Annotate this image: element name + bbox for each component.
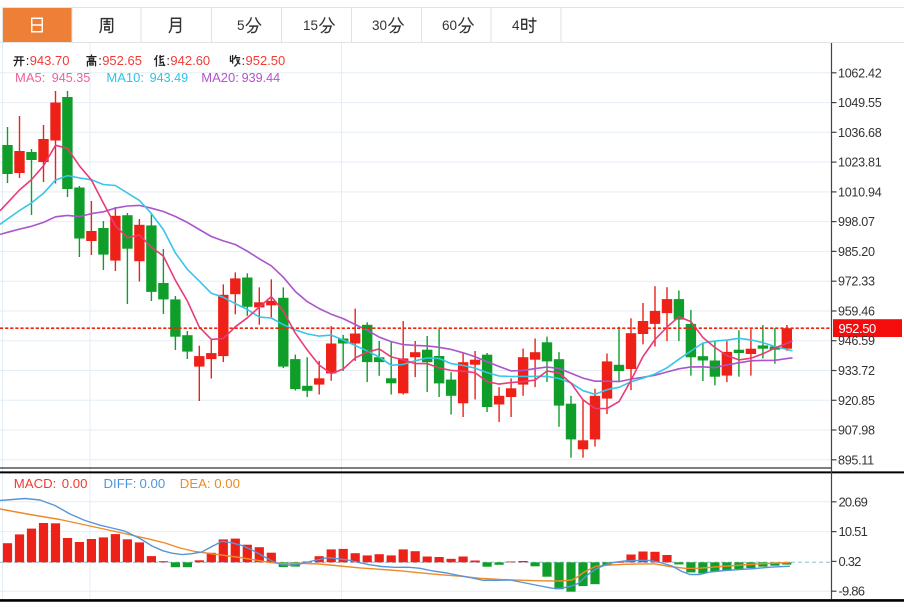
svg-text:972.33: 972.33 bbox=[838, 275, 875, 289]
svg-text:1010.94: 1010.94 bbox=[838, 185, 882, 199]
svg-text:1023.81: 1023.81 bbox=[838, 156, 882, 170]
svg-text:943.49: 943.49 bbox=[150, 71, 189, 85]
svg-text:952.65: 952.65 bbox=[102, 53, 142, 68]
svg-text:4: 4 bbox=[512, 18, 520, 33]
svg-text:-9.86: -9.86 bbox=[839, 584, 865, 599]
svg-text:10.51: 10.51 bbox=[839, 524, 868, 539]
svg-text:946.59: 946.59 bbox=[838, 334, 875, 348]
svg-text:DIFF:: DIFF: bbox=[104, 476, 137, 491]
svg-text:952.50: 952.50 bbox=[246, 53, 286, 68]
svg-text:959.46: 959.46 bbox=[838, 305, 875, 319]
svg-text:945.35: 945.35 bbox=[52, 71, 91, 85]
svg-text:MA10:: MA10: bbox=[106, 70, 144, 85]
svg-text:943.70: 943.70 bbox=[30, 53, 70, 68]
svg-text:1036.68: 1036.68 bbox=[838, 126, 882, 140]
svg-text:30: 30 bbox=[372, 18, 387, 33]
svg-text:942.60: 942.60 bbox=[170, 53, 210, 68]
svg-text:MA5:: MA5: bbox=[15, 70, 45, 85]
svg-text:1062.42: 1062.42 bbox=[838, 66, 882, 80]
svg-text:0.00: 0.00 bbox=[62, 476, 88, 491]
svg-text:985.20: 985.20 bbox=[838, 245, 875, 259]
svg-text::: : bbox=[26, 53, 30, 68]
svg-text:998.07: 998.07 bbox=[838, 215, 875, 229]
svg-text::: : bbox=[166, 53, 170, 68]
svg-text:60: 60 bbox=[442, 18, 457, 33]
svg-text:1049.55: 1049.55 bbox=[838, 96, 882, 110]
svg-text:DEA:: DEA: bbox=[180, 476, 211, 491]
svg-text:0.00: 0.00 bbox=[140, 476, 166, 491]
svg-text::: : bbox=[98, 53, 102, 68]
svg-text:920.85: 920.85 bbox=[838, 394, 875, 408]
svg-text:5: 5 bbox=[237, 18, 245, 33]
svg-text:20.69: 20.69 bbox=[839, 494, 868, 509]
svg-text:933.72: 933.72 bbox=[838, 364, 875, 378]
svg-text:907.98: 907.98 bbox=[838, 424, 875, 438]
svg-text:MA20:: MA20: bbox=[201, 70, 239, 85]
svg-text:939.44: 939.44 bbox=[242, 71, 281, 85]
svg-text:0.32: 0.32 bbox=[839, 554, 862, 569]
svg-text:0.00: 0.00 bbox=[214, 476, 240, 491]
svg-text:952.50: 952.50 bbox=[839, 321, 877, 336]
svg-text::: : bbox=[242, 53, 246, 68]
svg-text:15: 15 bbox=[303, 18, 318, 33]
svg-text:895.11: 895.11 bbox=[838, 453, 874, 467]
svg-text:MACD:: MACD: bbox=[14, 476, 57, 491]
